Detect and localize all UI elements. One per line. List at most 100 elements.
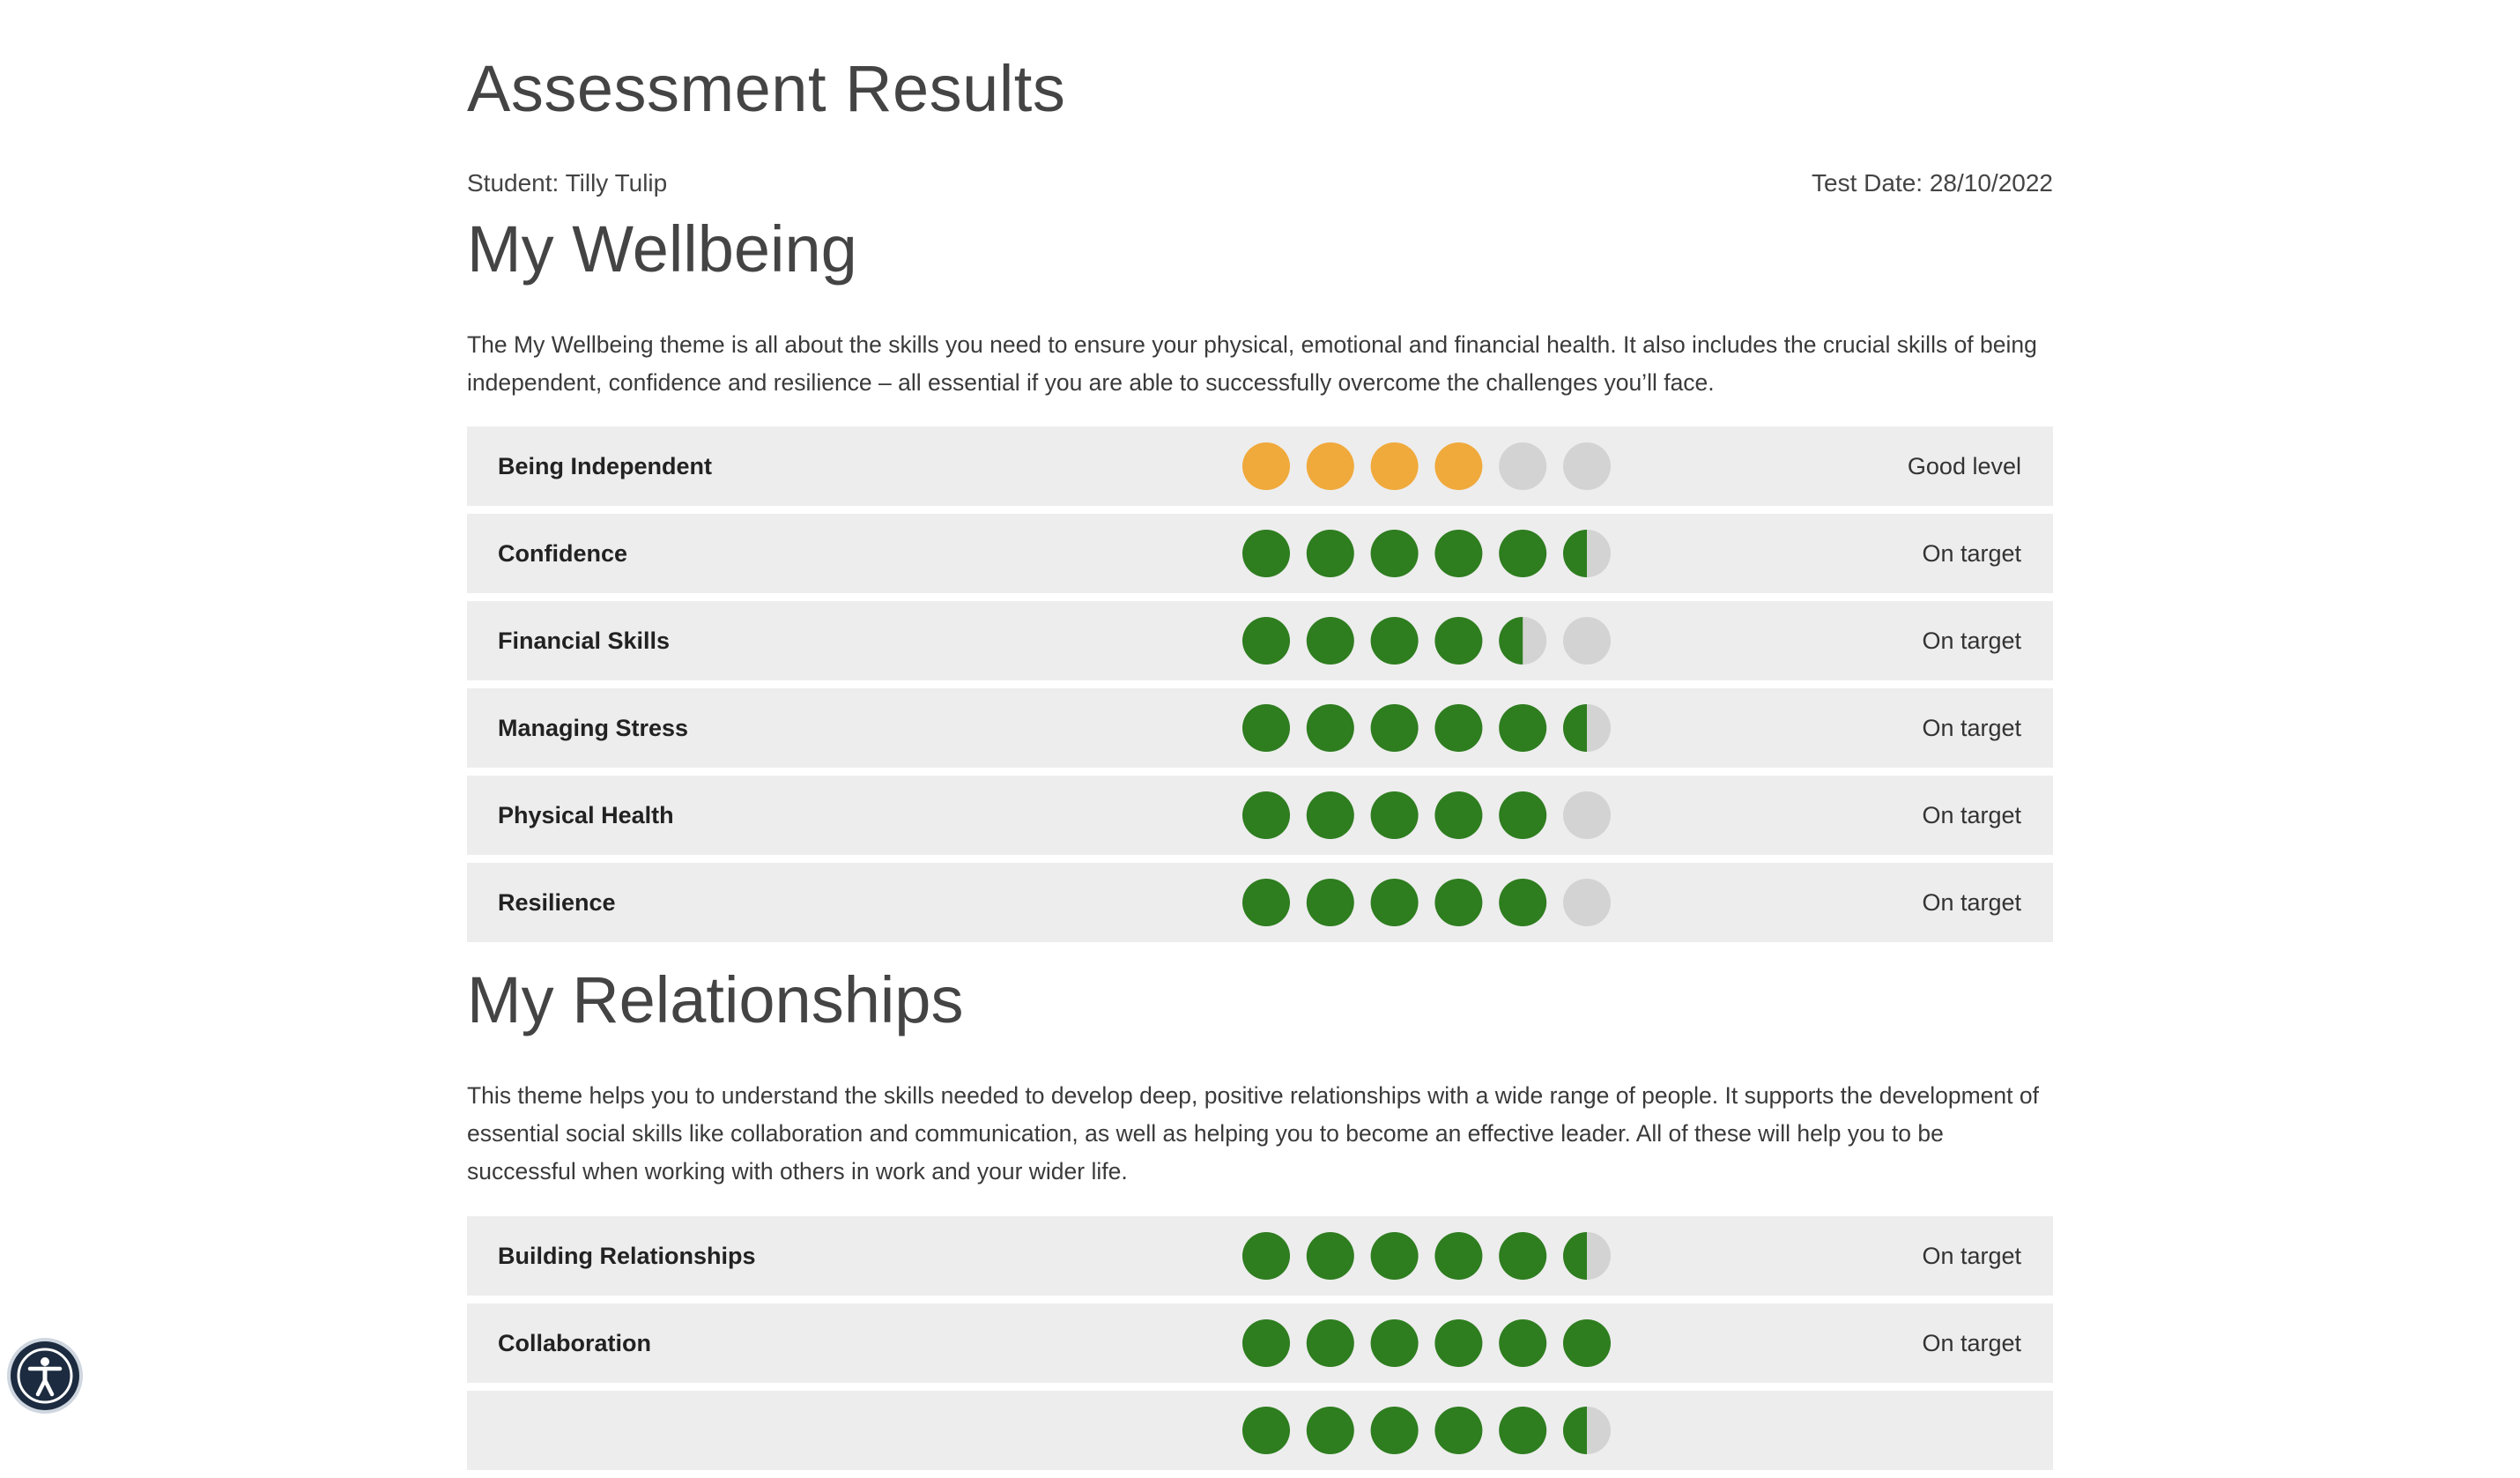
skill-score-dots	[1242, 1319, 1612, 1367]
score-dots-svg	[1242, 530, 1611, 577]
score-dots-svg	[1242, 791, 1611, 839]
score-dot-full	[1370, 791, 1419, 839]
score-dots-svg	[1242, 1407, 1611, 1454]
skill-status: On target	[1922, 715, 2021, 741]
score-dot-empty	[1563, 442, 1611, 490]
score-dot-full	[1306, 1232, 1354, 1280]
skill-name: Being Independent	[498, 453, 712, 479]
score-dot-full	[1434, 1319, 1483, 1367]
score-dot-full	[1499, 791, 1547, 839]
skill-score-dots	[1242, 442, 1612, 490]
score-dot-full	[1499, 879, 1547, 926]
score-dot-full	[1242, 1319, 1290, 1367]
score-dot-full	[1434, 1407, 1483, 1454]
score-dot-full	[1499, 530, 1547, 577]
accessibility-person-icon	[17, 1348, 73, 1404]
skill-name: Confidence	[498, 540, 628, 567]
score-dot-full	[1306, 879, 1354, 926]
score-dot-full	[1370, 879, 1419, 926]
skill-name: Managing Stress	[498, 715, 689, 741]
section-description-relationships: This theme helps you to understand the s…	[467, 1082, 2039, 1185]
score-dot-full	[1242, 791, 1290, 839]
score-dot-empty	[1563, 791, 1611, 839]
skill-row: Being Independent Good level	[467, 427, 2053, 506]
score-dot-full	[1306, 704, 1354, 752]
score-dot-full	[1242, 530, 1290, 577]
score-dot-full	[1370, 442, 1419, 490]
section-description-wellbeing: The My Wellbeing theme is all about the …	[467, 331, 2037, 396]
skill-name: Resilience	[498, 889, 616, 916]
score-dot-full	[1434, 442, 1483, 490]
score-dot-full	[1242, 1232, 1290, 1280]
skill-status: On target	[1922, 628, 2021, 654]
skill-row: Financial Skills On target	[467, 601, 2053, 680]
score-dot-full	[1434, 791, 1483, 839]
student-name: Student: Tilly Tulip	[467, 169, 668, 197]
skill-row: Physical Health On target	[467, 776, 2053, 855]
score-dot-full	[1434, 1232, 1483, 1280]
skill-row: Confidence On target	[467, 514, 2053, 593]
accessibility-button[interactable]	[11, 1341, 79, 1410]
skill-list-relationships: Building Relationships On target Collabora…	[467, 1216, 2053, 1478]
score-dots-svg	[1242, 617, 1611, 665]
score-dot-full	[1563, 1319, 1611, 1367]
score-dot-full	[1499, 1232, 1547, 1280]
skill-score-dots	[1242, 879, 1612, 926]
score-dots-svg	[1242, 442, 1611, 490]
score-dot-full	[1499, 1319, 1547, 1367]
skill-row: Building Relationships On target	[467, 1216, 2053, 1296]
score-dot-full	[1306, 617, 1354, 665]
skill-list-wellbeing: Being Independent Good level Confidence On …	[467, 427, 2053, 950]
score-dot-full	[1370, 704, 1419, 752]
score-dots-svg	[1242, 879, 1611, 926]
skill-score-dots	[1242, 617, 1612, 665]
skill-status: On target	[1922, 1243, 2021, 1269]
score-dot-full	[1370, 1232, 1419, 1280]
score-dot-empty	[1563, 617, 1611, 665]
score-dot-full	[1306, 442, 1354, 490]
score-dots-svg	[1242, 704, 1611, 752]
score-dot-full	[1242, 879, 1290, 926]
score-dot-full	[1370, 617, 1419, 665]
score-dot-half	[1563, 1232, 1611, 1280]
score-dot-full	[1242, 442, 1290, 490]
skill-name: Physical Health	[498, 802, 674, 828]
score-dot-full	[1306, 1319, 1354, 1367]
skill-name: Building Relationships	[498, 1243, 756, 1269]
score-dot-half	[1563, 1407, 1611, 1454]
score-dot-full	[1370, 1319, 1419, 1367]
skill-score-dots	[1242, 1407, 1612, 1454]
score-dot-empty	[1563, 879, 1611, 926]
score-dot-full	[1306, 530, 1354, 577]
score-dot-full	[1499, 704, 1547, 752]
score-dot-half	[1499, 617, 1547, 665]
skill-status: On target	[1922, 802, 2021, 828]
score-dot-full	[1434, 704, 1483, 752]
skill-name: Financial Skills	[498, 628, 671, 654]
skill-row	[467, 1391, 2053, 1470]
score-dot-half	[1563, 530, 1611, 577]
score-dot-half	[1563, 704, 1611, 752]
test-date: Test Date: 28/10/2022	[1812, 169, 2053, 197]
score-dots-svg	[1242, 1319, 1611, 1367]
score-dot-full	[1434, 617, 1483, 665]
skill-status: On target	[1922, 540, 2021, 567]
section-title-wellbeing: My Wellbeing	[467, 212, 857, 286]
skill-status: On target	[1922, 1330, 2021, 1356]
score-dot-full	[1370, 1407, 1419, 1454]
skill-row: Managing Stress On target	[467, 688, 2053, 768]
score-dot-full	[1242, 617, 1290, 665]
skill-status: Good level	[1907, 453, 2021, 479]
score-dot-empty	[1499, 442, 1547, 490]
score-dots-svg	[1242, 1232, 1611, 1280]
skill-score-dots	[1242, 530, 1612, 577]
skill-status: On target	[1922, 889, 2021, 916]
score-dot-full	[1242, 704, 1290, 752]
score-dot-full	[1434, 530, 1483, 577]
page-title: Assessment Results	[467, 52, 1066, 125]
score-dot-full	[1242, 1407, 1290, 1454]
score-dot-full	[1306, 791, 1354, 839]
skill-row: Collaboration On target	[467, 1303, 2053, 1383]
score-dot-full	[1499, 1407, 1547, 1454]
section-title-relationships: My Relationships	[467, 963, 964, 1036]
